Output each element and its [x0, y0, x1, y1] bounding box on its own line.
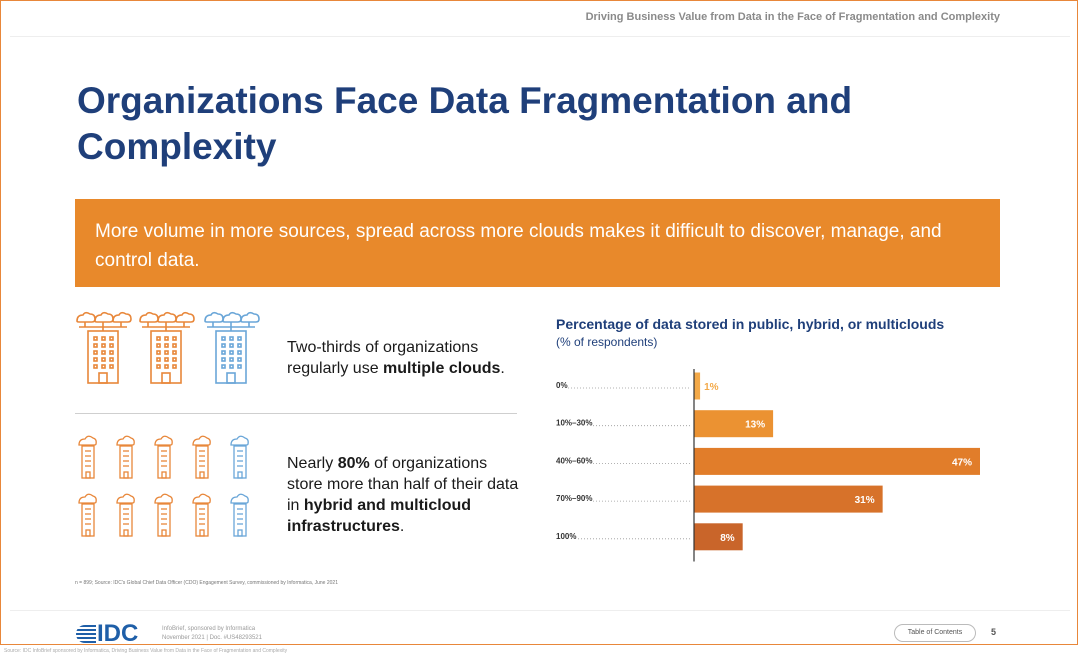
- chart-title: Percentage of data stored in public, hyb…: [556, 316, 945, 332]
- idc-logo: IDC: [76, 620, 138, 648]
- footer-meta-line1: InfoBrief, sponsored by Informatica: [162, 626, 256, 632]
- image-caption: Source: IDC InfoBrief sponsored by Infor…: [4, 648, 288, 654]
- stat2-end: .: [399, 518, 405, 535]
- header-title: Driving Business Value from Data in the …: [585, 11, 1000, 23]
- stat-hybrid-multicloud: Nearly 80% of organizations store more t…: [287, 453, 519, 537]
- page-title: Organizations Face Data Fragmentation an…: [77, 80, 853, 167]
- footer-meta-line2: November 2021 | Doc. #US48293521: [162, 635, 262, 641]
- stat2-bold-2: hybrid and multicloud infrastructures: [287, 497, 472, 535]
- chart-subtitle: (% of respondents): [556, 335, 658, 349]
- stat1-bold: multiple clouds: [383, 360, 501, 377]
- page-number: 5: [991, 627, 997, 637]
- idc-logo-text: IDC: [97, 620, 139, 647]
- footer-meta: InfoBrief, sponsored by Informatica Nove…: [162, 625, 262, 643]
- stat2-bold-1: 80%: [337, 455, 370, 472]
- stat2-text-1: Nearly: [287, 455, 338, 472]
- section-divider: [75, 413, 517, 414]
- source-footnote: n = 899; Source: IDC's Global Chief Data…: [75, 580, 338, 586]
- idc-logo-mark: [76, 625, 96, 643]
- highlight-banner: More volume in more sources, spread acro…: [75, 199, 1000, 287]
- stat-multiple-clouds: Two-thirds of organizations regularly us…: [287, 337, 517, 379]
- stat1-end: .: [500, 360, 505, 377]
- footer-divider: [10, 610, 1070, 611]
- stat1-text: Two-thirds of organizations regularly us…: [287, 339, 479, 377]
- table-of-contents-button[interactable]: Table of Contents: [894, 624, 976, 642]
- header-divider: [10, 36, 1070, 37]
- banner-text: More volume in more sources, spread acro…: [95, 221, 942, 271]
- stat2-text-2: of organizations store more than half of…: [287, 455, 519, 514]
- page-frame: [0, 0, 1078, 645]
